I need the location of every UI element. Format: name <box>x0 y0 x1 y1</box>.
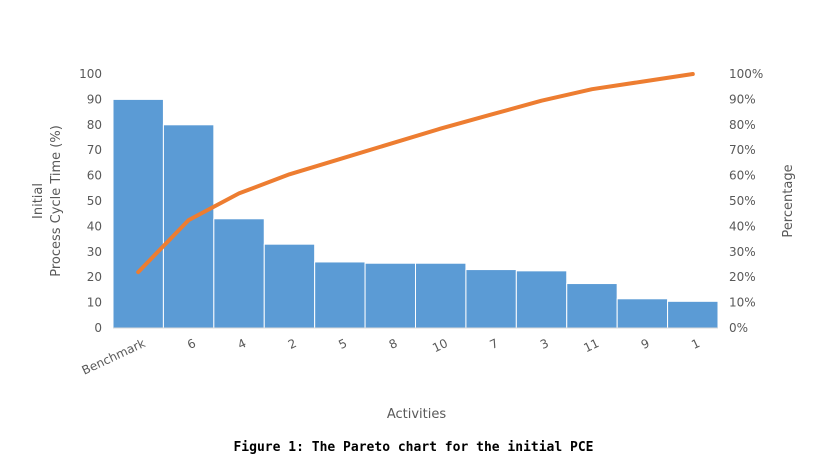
bar <box>465 269 517 329</box>
x-tick-label: 11 <box>581 336 601 355</box>
x-axis-ticks: Benchmark 6 4 2 5 8 10 7 3 11 9 1 <box>80 336 702 378</box>
bar <box>364 262 417 329</box>
bar <box>162 124 215 329</box>
y-tick-label: 50 <box>87 194 102 208</box>
bar <box>616 298 669 329</box>
y2-tick-label: 50% <box>729 194 756 208</box>
y2-axis-ticks: 0% 10% 20% 30% 40% 50% 60% 70% 80% 90% 100% <box>729 67 763 335</box>
x-tick-label: 7 <box>488 336 501 352</box>
y-tick-label: 80 <box>87 118 102 132</box>
x-tick-label: 10 <box>430 336 450 355</box>
y2-tick-label: 90% <box>729 92 756 106</box>
x-tick-label: 8 <box>387 336 400 352</box>
y2-tick-label: 40% <box>729 219 756 233</box>
bar <box>263 243 316 329</box>
cumulative-line-series <box>136 72 695 275</box>
y2-tick-label: 10% <box>729 296 756 310</box>
y2-tick-label: 30% <box>729 245 756 259</box>
y-tick-label: 20 <box>87 270 102 284</box>
y-tick-label: 30 <box>87 245 102 259</box>
x-tick-label: 2 <box>286 336 299 352</box>
y-tick-label: 10 <box>87 296 102 310</box>
y2-axis-title: Percentage <box>781 164 796 237</box>
x-tick-label: Benchmark <box>80 336 148 378</box>
y2-tick-label: 0% <box>729 321 748 335</box>
y2-tick-label: 80% <box>729 118 756 132</box>
y-axis-title: Initial Process Cycle Time (%) <box>31 125 64 277</box>
bar <box>566 283 618 329</box>
y-tick-label: 70 <box>87 143 102 157</box>
y-tick-label: 90 <box>87 92 102 106</box>
bar <box>314 261 366 329</box>
y2-tick-label: 20% <box>729 270 756 284</box>
bar-series <box>112 98 719 329</box>
x-tick-label: 3 <box>538 336 551 352</box>
y-tick-label: 40 <box>87 219 102 233</box>
bar <box>515 270 568 329</box>
y2-tick-label: 100% <box>729 67 763 81</box>
cumulative-line <box>136 72 695 275</box>
y-axis-title-line: Process Cycle Time (%) <box>49 125 64 277</box>
x-tick-label: 9 <box>639 336 652 352</box>
y-axis-ticks: 0 10 20 30 40 50 60 70 80 90 100 <box>79 67 102 335</box>
x-tick-label: 6 <box>185 336 198 352</box>
y-tick-label: 60 <box>87 169 102 183</box>
y2-tick-label: 60% <box>729 169 756 183</box>
y-tick-label: 0 <box>94 321 102 335</box>
figure-caption: Figure 1: The Pareto chart for the initi… <box>233 440 594 455</box>
y-axis-title-line: Initial <box>31 183 46 219</box>
y-tick-label: 100 <box>79 67 102 81</box>
x-axis-title: Activities <box>387 407 447 422</box>
bar <box>112 98 164 329</box>
x-tick-label: 4 <box>235 336 248 352</box>
x-tick-label: 1 <box>689 336 702 352</box>
bar <box>213 218 265 329</box>
bar <box>415 262 467 329</box>
bar <box>667 300 719 329</box>
y2-tick-label: 70% <box>729 143 756 157</box>
x-tick-label: 5 <box>336 336 349 352</box>
